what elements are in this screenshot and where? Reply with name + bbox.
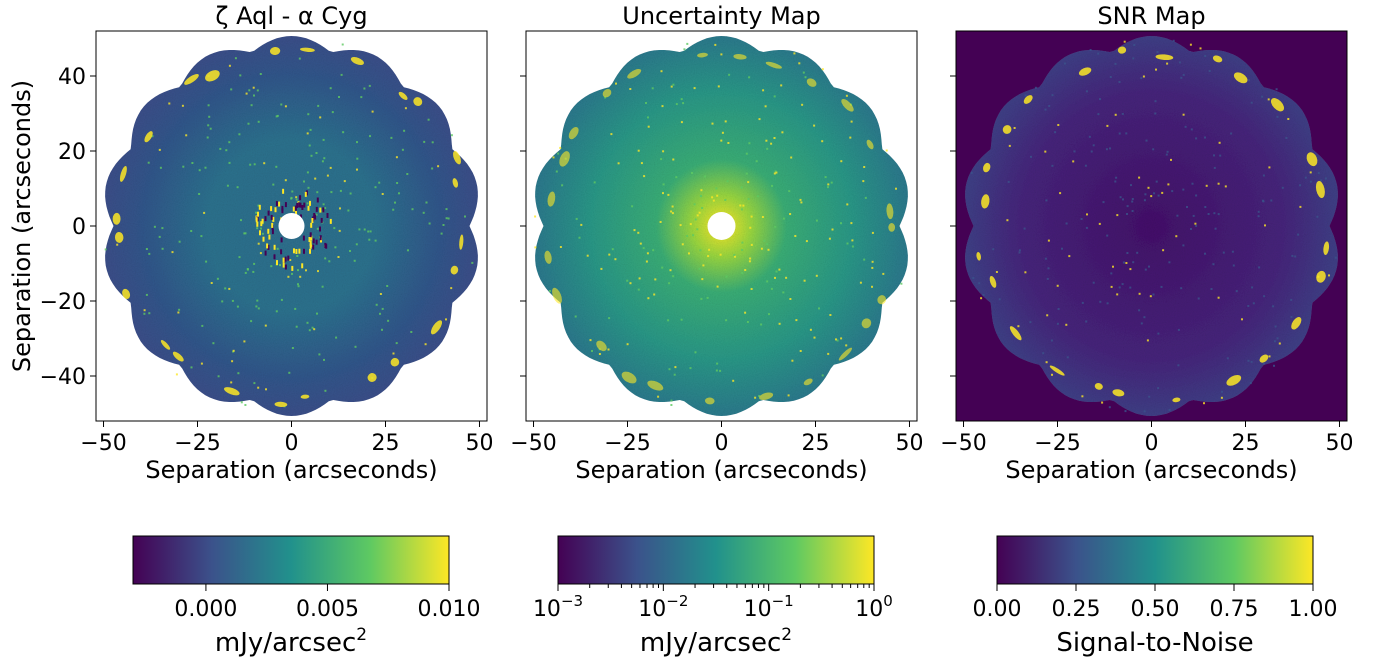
colorbar-tick-label: 0.010 xyxy=(418,597,481,622)
panel-title: ζ Aql - α Cyg xyxy=(215,2,367,30)
x-tick-label: 0 xyxy=(715,431,729,456)
x-tick-label: 50 xyxy=(465,431,493,456)
field-of-view xyxy=(965,36,1338,416)
colorbar-gradient xyxy=(996,535,1314,585)
x-tick-label: 25 xyxy=(801,431,829,456)
colorbar-tick-label: 10−3 xyxy=(533,592,583,622)
image-speckle xyxy=(970,39,1337,413)
y-tick-label: 0 xyxy=(72,215,86,240)
colorbar-label: Signal-to-Noise xyxy=(1056,628,1253,658)
panel-title: SNR Map xyxy=(1097,2,1205,30)
image-speckle xyxy=(534,42,903,406)
x-tick-label: 50 xyxy=(1325,431,1353,456)
colorbar-tick-label: 0.00 xyxy=(973,597,1022,622)
x-tick-label: 0 xyxy=(285,431,299,456)
x-tick-label: −25 xyxy=(1034,431,1080,456)
colorbar-tick-label: 0.005 xyxy=(296,597,359,622)
colorbar-tick-label: 0.000 xyxy=(174,597,237,622)
y-axis-label: Separation (arcseconds) xyxy=(8,80,36,372)
x-tick-label: −25 xyxy=(174,431,220,456)
panel-2: −50 −25 0 25 50 Uncertainty Map Separation (ar… xyxy=(510,2,923,484)
colorbar-tick-label: 10−1 xyxy=(744,592,794,622)
x-tick-label: −25 xyxy=(604,431,650,456)
x-tick-label: −50 xyxy=(510,431,556,456)
panel-1: −50 −25 0 25 50 40 20 0 −20 −40 ζ Aql - α Cyg Separ… xyxy=(8,2,493,484)
x-tick-label: 50 xyxy=(895,431,923,456)
colorbar-1: 0.000 0.005 0.010 mJy/arcsec2 xyxy=(132,535,481,658)
colorbar-tick-label: 0.75 xyxy=(1210,597,1259,622)
y-tick-label: −40 xyxy=(40,365,86,390)
colorbar-gradient xyxy=(557,535,875,585)
x-axis-label: Separation (arcseconds) xyxy=(145,456,437,484)
image-speckle xyxy=(104,43,474,408)
x-tick-label: 0 xyxy=(1145,431,1159,456)
x-tick-label: −50 xyxy=(80,431,126,456)
colorbar-label: mJy/arcsec2 xyxy=(215,625,367,658)
x-tick-label: 25 xyxy=(371,431,399,456)
y-tick-label: 20 xyxy=(58,140,86,165)
panel-title: Uncertainty Map xyxy=(622,2,821,30)
masked-center xyxy=(707,212,736,240)
colorbar-tick-label: 1.00 xyxy=(1289,597,1338,622)
y-tick-label: −20 xyxy=(40,290,86,315)
panel-3: −50 −25 0 25 50 SNR Map Separation (arcseconds… xyxy=(940,2,1353,484)
x-axis-label: Separation (arcseconds) xyxy=(1005,456,1297,484)
colorbar-tick-label: 100 xyxy=(855,592,893,622)
masked-center xyxy=(278,213,305,239)
x-tick-label: −50 xyxy=(940,431,986,456)
colorbar-tick-label: 0.25 xyxy=(1052,597,1101,622)
colorbar-gradient xyxy=(132,535,450,585)
y-tick-label: 40 xyxy=(58,65,86,90)
colorbar-tick-label: 10−2 xyxy=(638,592,688,622)
colorbar-3: 0.00 0.25 0.50 0.75 1.00 Signal-to-Noise xyxy=(973,535,1338,658)
x-tick-label: 25 xyxy=(1231,431,1259,456)
colorbar-2: 10−3 10−2 10−1 100 mJy/arcsec2 xyxy=(533,535,893,658)
x-axis-label: Separation (arcseconds) xyxy=(575,456,867,484)
colorbar-tick-label: 0.50 xyxy=(1131,597,1180,622)
colorbar-label: mJy/arcsec2 xyxy=(640,625,792,658)
